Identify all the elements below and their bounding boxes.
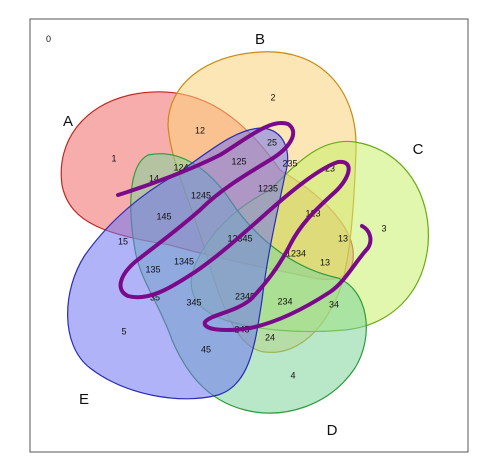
freehand-annotation (116, 121, 373, 332)
region-label-24: 24 (265, 332, 275, 342)
region-label-125: 125 (231, 156, 246, 166)
region-label-124: 124 (173, 162, 188, 172)
region-label-234: 234 (277, 296, 292, 306)
region-label-25: 25 (267, 137, 277, 147)
set-shapes (60, 51, 429, 414)
region-label-15: 15 (118, 236, 128, 246)
region-label-145: 145 (156, 211, 171, 221)
set-label-b: B (255, 31, 265, 48)
region-label-13b: 13 (320, 257, 330, 267)
set-label-c: C (413, 141, 424, 158)
region-label-5: 5 (121, 326, 126, 336)
region-label-235: 235 (282, 158, 297, 168)
region-label-45: 45 (201, 344, 211, 354)
region-label-345: 345 (186, 297, 201, 307)
region-label-14: 14 (149, 173, 159, 183)
outside-count: 0 (46, 34, 51, 44)
set-label-a: A (63, 113, 73, 130)
region-label-4: 4 (290, 370, 295, 380)
set-label-d: D (327, 422, 338, 439)
region-label-1234: 1234 (286, 248, 306, 258)
region-label-1: 1 (111, 153, 116, 163)
region-label-34: 34 (329, 299, 339, 309)
region-label-3: 3 (381, 223, 386, 233)
region-label-35: 35 (150, 292, 160, 302)
region-label-135: 135 (145, 264, 160, 274)
region-label-2: 2 (270, 92, 275, 102)
region-label-2345: 2345 (235, 291, 255, 301)
region-label-23: 23 (325, 163, 335, 173)
region-label-1345: 1345 (174, 256, 194, 266)
region-label-12: 12 (195, 125, 205, 135)
set-label-e: E (79, 391, 89, 408)
region-label-13a: 13 (338, 233, 348, 243)
region-label-1235: 1235 (258, 183, 278, 193)
region-label-1245: 1245 (191, 190, 211, 200)
